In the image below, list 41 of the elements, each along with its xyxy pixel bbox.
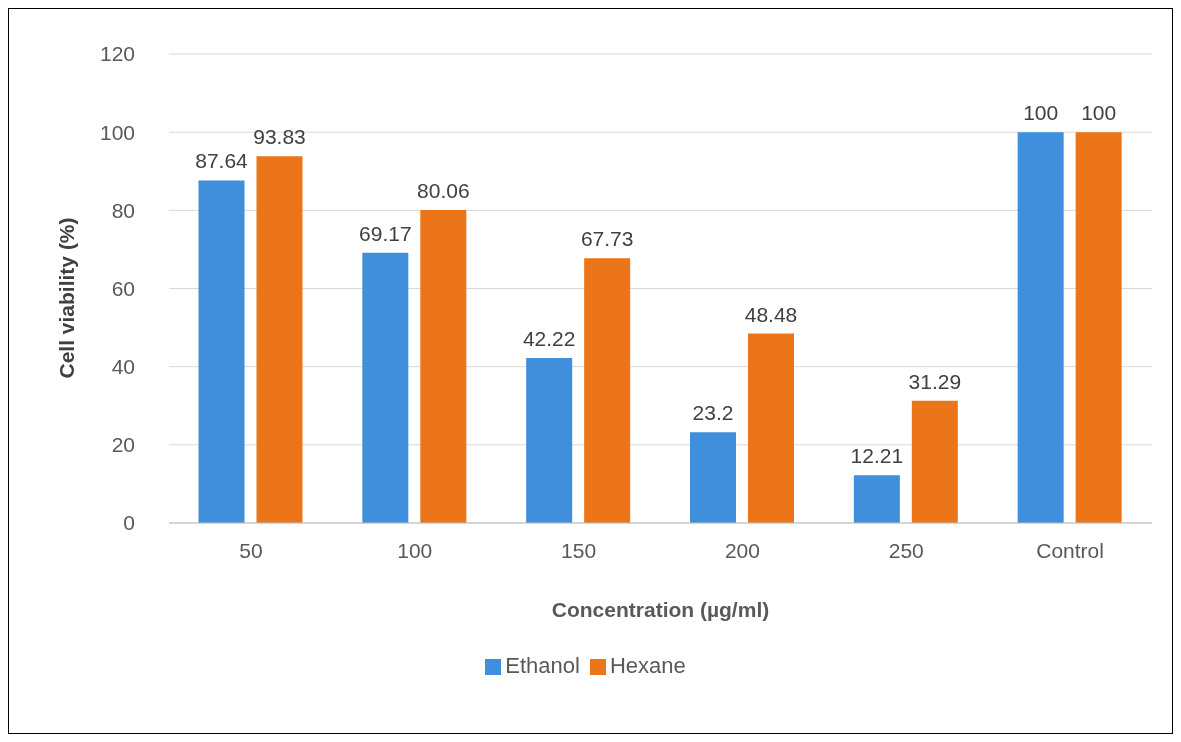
data-label: 31.29: [908, 369, 962, 393]
y-tick-label: 0: [123, 511, 135, 535]
x-tick-label: 50: [239, 538, 263, 562]
data-label: 42.22: [522, 326, 576, 350]
x-tick-label: 150: [561, 538, 597, 562]
x-axis-title: Concentration (µg/ml): [551, 598, 770, 621]
bar: [584, 258, 631, 523]
legend-label: Ethanol: [505, 653, 580, 678]
data-label: 69.17: [359, 221, 412, 245]
legend-label: Hexane: [609, 653, 686, 678]
bar: [911, 400, 958, 523]
y-tick-label: 20: [111, 433, 135, 457]
x-tick-label: 200: [724, 538, 760, 562]
bar: [420, 210, 467, 523]
y-tick-label: 100: [99, 120, 135, 144]
bar: [747, 333, 794, 523]
bar: [526, 357, 573, 523]
y-tick-label: 60: [111, 276, 135, 300]
x-tick-label: 250: [888, 538, 924, 562]
data-label: 23.2: [692, 401, 734, 425]
bar: [1075, 132, 1122, 523]
data-label: 100: [1081, 101, 1117, 125]
data-label: 80.06: [417, 179, 470, 203]
bar: [1017, 132, 1064, 523]
data-label: 12.21: [850, 444, 904, 468]
data-label: 93.83: [253, 125, 306, 149]
bar: [362, 252, 409, 523]
data-label: 87.64: [195, 149, 249, 173]
data-label: 48.48: [744, 302, 798, 326]
y-tick-label: 80: [111, 198, 135, 222]
bar: [853, 475, 900, 523]
data-label: 67.73: [580, 227, 634, 251]
bar: [256, 156, 303, 523]
bar: [689, 432, 736, 523]
x-tick-label: 100: [397, 538, 433, 562]
y-tick-label: 120: [99, 42, 135, 66]
bar: [198, 180, 245, 523]
y-axis-title: Cell viability (%): [55, 217, 79, 379]
x-tick-label: Control: [1036, 538, 1104, 562]
y-tick-label: 40: [111, 355, 135, 379]
data-label: 100: [1023, 101, 1059, 125]
